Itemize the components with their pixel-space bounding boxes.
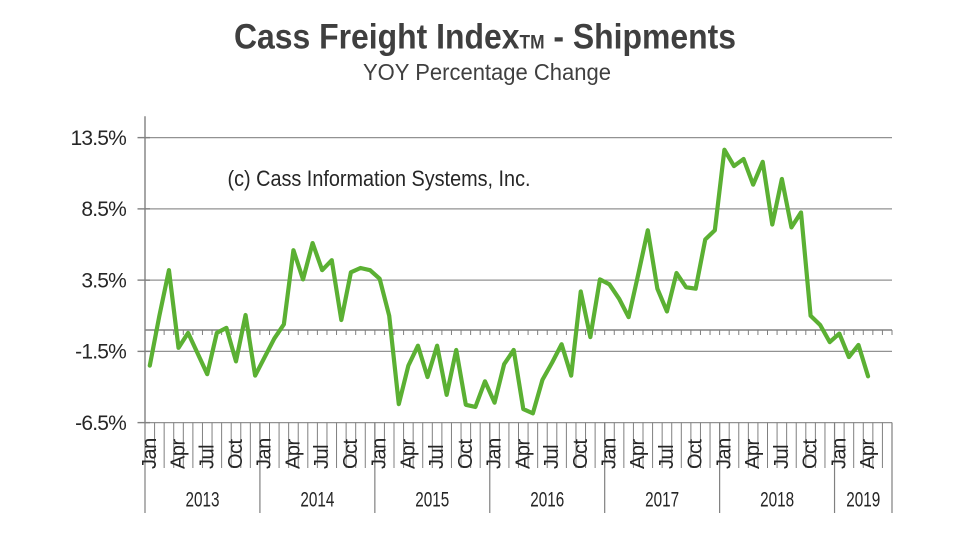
svg-text:2018: 2018 [760,489,794,512]
svg-text:-6.5%: -6.5% [75,412,126,435]
svg-text:(c) Cass Information Systems,: (c) Cass Information Systems, Inc. [228,166,531,191]
svg-text:Jul: Jul [196,445,218,469]
svg-text:YOY Percentage Change: YOY Percentage Change [363,59,611,85]
svg-text:Oct: Oct [225,438,247,469]
svg-text:Jan: Jan [828,438,850,469]
svg-text:2016: 2016 [530,489,564,512]
svg-text:Jul: Jul [426,445,448,469]
svg-text:2014: 2014 [300,489,334,512]
svg-text:Jul: Jul [541,445,563,469]
svg-text:8.5%: 8.5% [81,198,126,221]
svg-text:Jul: Jul [656,445,678,469]
svg-text:Jan: Jan [598,438,620,469]
svg-text:Oct: Oct [800,438,822,469]
svg-text:-1.5%: -1.5% [75,341,126,364]
svg-text:3.5%: 3.5% [81,269,126,292]
svg-text:Apr: Apr [857,439,879,469]
svg-text:Apr: Apr [397,439,419,469]
svg-text:Apr: Apr [742,439,764,469]
svg-text:Oct: Oct [455,438,477,469]
svg-text:Apr: Apr [282,439,304,469]
svg-text:2019: 2019 [846,489,880,512]
svg-text:Apr: Apr [512,439,534,469]
svg-text:Jul: Jul [311,445,333,469]
svg-text:Oct: Oct [685,438,707,469]
svg-text:Jan: Jan [139,438,161,469]
svg-text:Oct: Oct [340,438,362,469]
svg-text:Jan: Jan [369,438,391,469]
svg-text:Cass Freight IndexTM - Shipmen: Cass Freight IndexTM - Shipments [234,18,736,57]
svg-text:2013: 2013 [185,489,219,512]
svg-text:Oct: Oct [570,438,592,469]
svg-text:2015: 2015 [415,489,449,512]
svg-text:13.5%: 13.5% [70,127,126,150]
svg-text:2017: 2017 [645,489,679,512]
svg-text:Apr: Apr [168,439,190,469]
svg-text:Jan: Jan [484,438,506,469]
svg-text:Apr: Apr [627,439,649,469]
svg-text:Jan: Jan [713,438,735,469]
svg-text:Jul: Jul [771,445,793,469]
svg-text:Jan: Jan [254,438,276,469]
